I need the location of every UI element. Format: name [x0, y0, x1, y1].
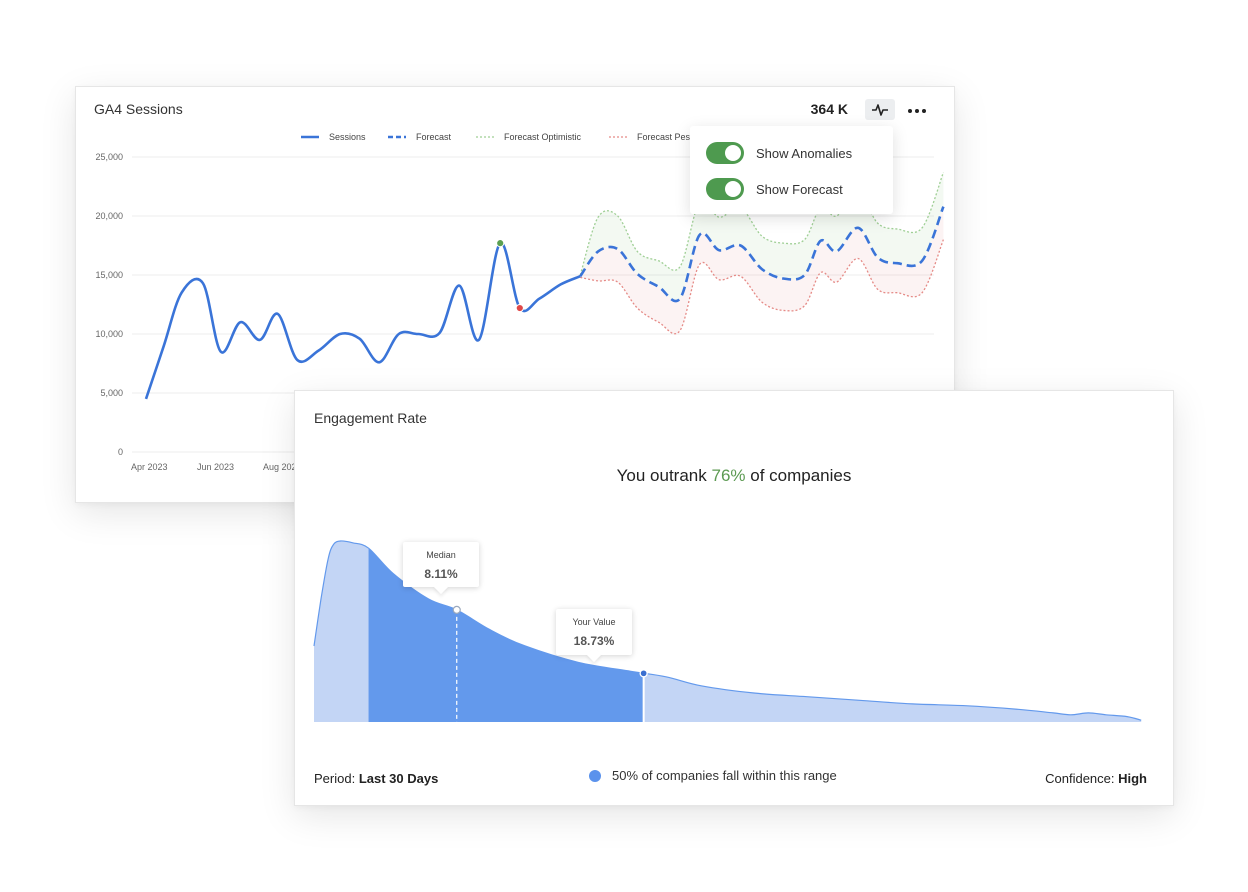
show-forecast-label: Show Forecast — [756, 181, 843, 197]
your-value-label: Your Value — [572, 617, 616, 627]
show-anomalies-option[interactable]: Show Anomalies — [706, 141, 852, 165]
forecast-optimistic-line — [579, 172, 945, 276]
y-tick-label: 10,000 — [95, 329, 123, 339]
confidence-value: High — [1118, 771, 1147, 786]
sessions-total-value: 364 K — [810, 101, 848, 117]
median-label: Median — [426, 550, 456, 560]
legend-label: Forecast — [416, 132, 452, 142]
more-dots-icon — [907, 100, 928, 118]
confidence-info: Confidence: High — [1045, 771, 1147, 786]
show-anomalies-toggle[interactable] — [706, 142, 744, 164]
y-tick-label: 20,000 — [95, 211, 123, 221]
anomaly-high-point — [496, 239, 505, 248]
y-tick-label: 15,000 — [95, 270, 123, 280]
confidence-label: Confidence: — [1045, 771, 1119, 786]
sessions-card-title: GA4 Sessions — [94, 101, 183, 117]
show-forecast-toggle[interactable] — [706, 178, 744, 200]
range-legend: 50% of companies fall within this range — [589, 768, 837, 783]
y-tick-label: 25,000 — [95, 152, 123, 162]
x-tick-label: Aug 2023 — [263, 462, 302, 472]
headline-percent: 76% — [711, 466, 746, 485]
engagement-distribution-chart — [313, 540, 1142, 722]
legend-label: Sessions — [329, 132, 366, 142]
x-tick-label: Apr 2023 — [131, 462, 168, 472]
anomaly-low-point — [515, 303, 524, 313]
sessions-line — [144, 241, 581, 400]
period-label: Period: — [314, 771, 359, 786]
anomaly-chart-button[interactable] — [865, 99, 895, 120]
engagement-card: Engagement Rate You outrank 76% of compa… — [294, 390, 1174, 806]
forecast-line — [579, 206, 945, 303]
your-value-callout: Your Value 18.73% — [556, 609, 632, 663]
median-callout: Median 8.11% — [403, 542, 479, 595]
forecast-pessimistic-line — [580, 239, 945, 335]
distribution-outline — [313, 540, 1142, 721]
range-legend-text: 50% of companies fall within this range — [612, 768, 837, 783]
headline-prefix: You outrank — [616, 466, 712, 485]
median-marker-point — [452, 605, 461, 614]
iqr-range-area — [368, 548, 644, 722]
period-info: Period: Last 30 Days — [314, 771, 438, 786]
engagement-card-title: Engagement Rate — [314, 410, 427, 426]
more-options-button[interactable] — [906, 98, 928, 120]
period-value: Last 30 Days — [358, 771, 439, 786]
legend-label: Forecast Optimistic — [504, 132, 582, 142]
headline-suffix: of companies — [745, 466, 852, 485]
chart-options-menu: Show Anomalies Show Forecast — [690, 126, 893, 214]
your-value-marker-point — [639, 669, 648, 678]
outrank-headline: You outrank 76% of companies — [295, 466, 1173, 486]
range-legend-dot — [589, 769, 601, 782]
legend-label: Forecast Pessimistic — [637, 132, 720, 142]
show-anomalies-label: Show Anomalies — [756, 145, 853, 161]
your-value-value: 18.73% — [573, 634, 615, 648]
pulse-icon — [872, 103, 888, 116]
x-tick-label: Jun 2023 — [197, 462, 234, 472]
y-tick-label: 5,000 — [100, 388, 123, 398]
y-tick-label: 0 — [118, 447, 123, 457]
chart-legend: Sessions Forecast Forecast Optimistic Forec… — [301, 132, 720, 142]
show-forecast-option[interactable]: Show Forecast — [706, 177, 843, 201]
median-value: 8.11% — [424, 567, 458, 581]
